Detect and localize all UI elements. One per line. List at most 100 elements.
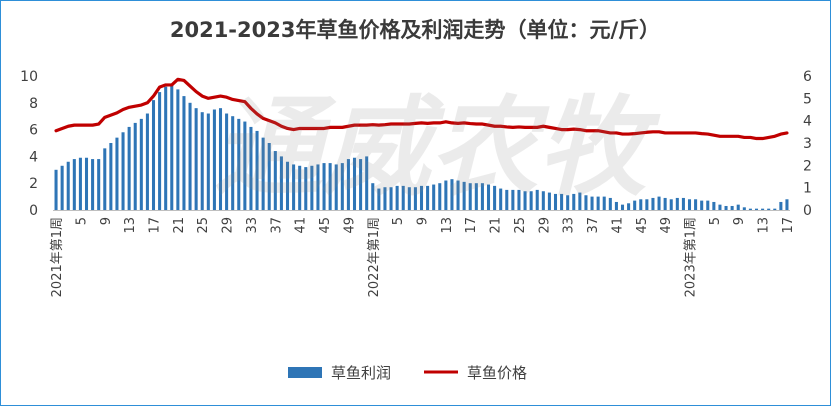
x-axis-tick-label: 33 bbox=[245, 217, 260, 234]
legend-swatch-profit bbox=[288, 367, 322, 378]
price-line bbox=[54, 77, 789, 141]
profit-bar bbox=[66, 161, 70, 210]
profit-bar bbox=[103, 148, 107, 210]
profit-bar bbox=[279, 156, 283, 210]
profit-bar bbox=[359, 159, 363, 210]
profit-bar bbox=[645, 199, 649, 210]
profit-bar bbox=[133, 122, 137, 210]
profit-bar bbox=[401, 185, 405, 210]
x-axis-tick-label: 2023年第1周 bbox=[684, 217, 699, 297]
profit-bar bbox=[170, 85, 174, 210]
profit-bar bbox=[511, 189, 515, 210]
profit-bar bbox=[225, 113, 229, 210]
profit-bar bbox=[328, 163, 332, 210]
profit-bar bbox=[109, 143, 113, 210]
profit-bar bbox=[712, 201, 716, 210]
legend-label-price: 草鱼价格 bbox=[467, 364, 527, 382]
profit-bar bbox=[748, 208, 752, 210]
profit-bar bbox=[419, 185, 424, 210]
profit-bar bbox=[493, 185, 497, 210]
profit-bar bbox=[158, 92, 162, 210]
profit-bar bbox=[602, 196, 606, 210]
right-axis-tick-label: 3 bbox=[803, 136, 812, 152]
x-axis-tick-label: 21 bbox=[172, 217, 187, 234]
left-axis-tick-label: 6 bbox=[29, 123, 38, 139]
profit-bar bbox=[139, 118, 143, 210]
x-axis-tick-label: 45 bbox=[318, 217, 333, 234]
profit-bar bbox=[767, 208, 771, 210]
profit-bar bbox=[182, 96, 186, 210]
profit-bar bbox=[553, 193, 558, 210]
profit-bar bbox=[584, 195, 588, 210]
profit-bar bbox=[578, 192, 582, 210]
right-axis-tick-label: 5 bbox=[803, 91, 812, 107]
profit-bar bbox=[547, 192, 551, 210]
left-axis: 0 2 4 6 8 10 bbox=[20, 69, 38, 219]
x-axis-tick-label: 25 bbox=[513, 217, 528, 234]
profit-bar bbox=[194, 108, 198, 210]
profit-bar bbox=[84, 157, 89, 210]
profit-bar bbox=[444, 180, 448, 210]
profit-bar bbox=[529, 191, 533, 210]
profit-bar bbox=[785, 199, 789, 210]
profit-bar bbox=[249, 126, 253, 210]
profit-bar bbox=[151, 100, 156, 210]
profit-bar bbox=[541, 191, 545, 210]
profit-bar bbox=[322, 163, 326, 210]
left-axis-tick-label: 8 bbox=[29, 96, 38, 112]
profit-bar bbox=[675, 197, 679, 210]
x-axis-tick-label: 5 bbox=[708, 217, 723, 225]
profit-bar bbox=[231, 116, 235, 210]
profit-bar bbox=[669, 199, 673, 210]
profit-bar bbox=[608, 197, 612, 210]
profit-bar bbox=[310, 165, 314, 210]
profit-bar bbox=[365, 156, 369, 210]
x-axis-tick-label: 25 bbox=[196, 217, 211, 234]
profit-bar bbox=[651, 197, 655, 210]
x-axis-tick-label: 9 bbox=[99, 217, 114, 225]
profit-bar bbox=[566, 195, 570, 210]
profit-bar bbox=[517, 189, 521, 210]
x-axis-tick-label: 13 bbox=[440, 217, 455, 234]
profit-bar bbox=[535, 189, 539, 210]
right-axis: 0 1 2 3 4 5 6 bbox=[803, 69, 812, 219]
profit-bar bbox=[97, 159, 101, 210]
x-axis-tick-label: 21 bbox=[489, 217, 504, 234]
profit-bar bbox=[91, 159, 95, 210]
profit-bar bbox=[779, 201, 783, 210]
profit-bar bbox=[176, 89, 180, 210]
x-axis-tick-label: 29 bbox=[221, 217, 236, 234]
profit-bar bbox=[206, 113, 210, 210]
profit-bar bbox=[200, 112, 204, 210]
profit-bar bbox=[754, 208, 759, 210]
profit-bar bbox=[663, 197, 667, 210]
x-axis-tick-label: 5 bbox=[391, 217, 406, 225]
profit-bar bbox=[480, 183, 484, 210]
profit-bar bbox=[523, 191, 527, 210]
profit-bar bbox=[340, 163, 344, 210]
profit-bar bbox=[298, 165, 302, 210]
profit-bar bbox=[718, 204, 722, 210]
right-axis-tick-label: 6 bbox=[803, 69, 812, 85]
profit-bar bbox=[499, 188, 503, 210]
x-axis-tick-label: 49 bbox=[659, 217, 674, 234]
profit-bar bbox=[486, 184, 491, 210]
profit-bar bbox=[590, 196, 594, 210]
profit-bar bbox=[432, 184, 436, 210]
x-axis-tick-label: 17 bbox=[148, 217, 163, 234]
profit-bar bbox=[639, 199, 643, 210]
profit-bar bbox=[377, 188, 381, 210]
profit-bar bbox=[407, 187, 411, 210]
profit-bar bbox=[505, 189, 509, 210]
profit-bar bbox=[438, 183, 442, 210]
price-line-layer bbox=[54, 77, 789, 141]
profit-bar bbox=[267, 143, 271, 210]
profit-bar bbox=[383, 187, 387, 210]
right-axis-tick-label: 0 bbox=[803, 203, 812, 219]
profit-bar bbox=[292, 164, 296, 210]
profit-bar bbox=[450, 179, 454, 210]
profit-bar bbox=[633, 200, 637, 210]
left-axis-tick-label: 2 bbox=[29, 176, 38, 192]
profit-bar bbox=[54, 169, 58, 210]
